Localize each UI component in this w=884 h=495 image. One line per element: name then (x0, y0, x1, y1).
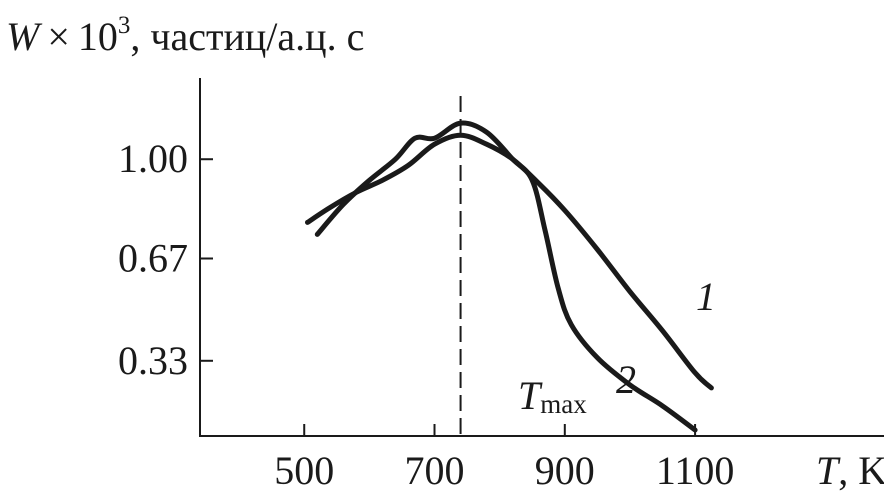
y-label-variable: W (6, 14, 43, 59)
x-tick-label: 700 (405, 448, 465, 493)
y-label-power-exponent: 3 (118, 12, 131, 39)
series-2-label: 2 (616, 357, 636, 402)
x-tick-label: 1100 (656, 448, 735, 493)
y-label-units: , частиц/а.ц. с (130, 14, 364, 59)
y-axis-label: W × 103, частиц/а.ц. с (6, 12, 364, 59)
y-tick-label: 0.33 (118, 338, 188, 383)
series-group (305, 120, 714, 433)
y-label-power-base: 10 (78, 14, 118, 59)
x-axis-label: T, K (816, 448, 884, 493)
y-tick-label: 0.67 (118, 236, 188, 281)
x-ticks-group: 500 700 900 1100 (274, 424, 734, 493)
x-tick-label: 900 (535, 448, 595, 493)
series-line-1 (305, 132, 714, 391)
x-tick-label: 500 (274, 448, 334, 493)
y-ticks-group: 0.33 0.67 1.00 (118, 136, 213, 383)
series-line-2 (314, 120, 698, 433)
tmax-label: Tmax (518, 373, 587, 419)
y-tick-label: 1.00 (118, 136, 188, 181)
y-label-multiply: × (47, 14, 70, 59)
tmax-label-subscript: max (540, 389, 587, 419)
x-label-variable: T (816, 448, 841, 493)
tmax-label-main: T (518, 373, 543, 418)
series-1-label: 1 (696, 274, 716, 319)
x-label-units: , K (838, 448, 884, 493)
